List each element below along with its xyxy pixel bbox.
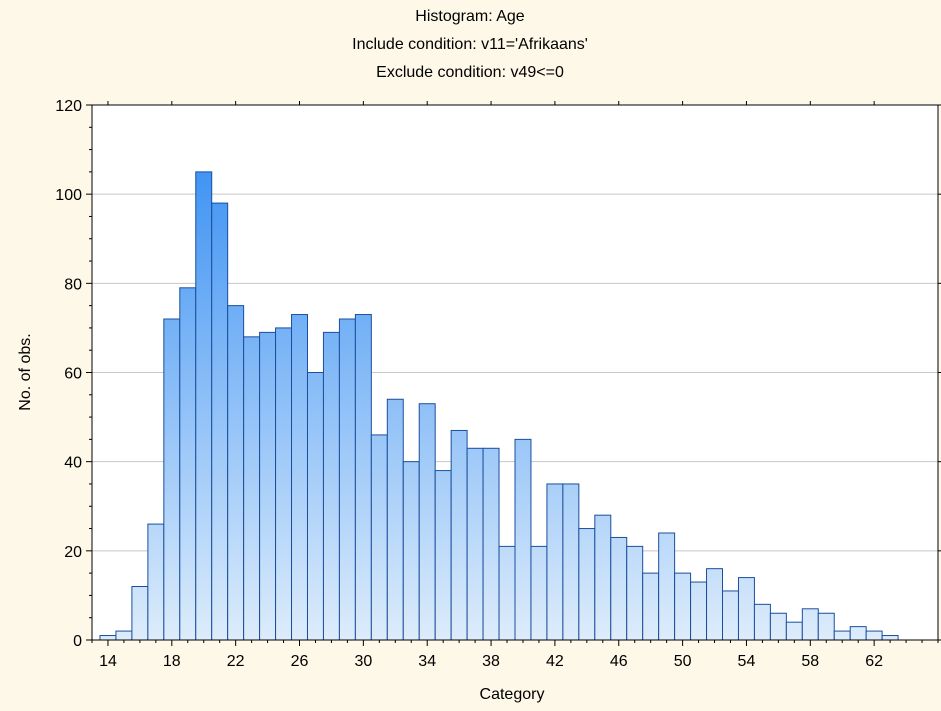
- histogram-bar: [817, 612, 835, 641]
- histogram-bar: [674, 572, 692, 641]
- histogram-bar: [163, 318, 181, 641]
- x-tick-label: 42: [546, 653, 564, 670]
- histogram-bar: [338, 318, 356, 641]
- histogram-bar: [115, 630, 133, 641]
- histogram-bar: [227, 305, 245, 641]
- x-tick-label: 62: [865, 653, 883, 670]
- histogram-bar: [466, 447, 484, 641]
- x-tick-label: 54: [738, 653, 756, 670]
- histogram-bar: [211, 202, 229, 641]
- histogram-bar: [434, 470, 452, 641]
- y-tick-label: 100: [55, 187, 82, 204]
- y-tick-label: 20: [64, 544, 82, 561]
- histogram-bar: [275, 327, 293, 641]
- histogram-bar: [243, 336, 261, 641]
- histogram-bar: [99, 635, 117, 641]
- histogram-bar: [785, 621, 803, 641]
- histogram-bar: [498, 545, 516, 641]
- histogram-bar: [658, 532, 676, 641]
- histogram-bar: [259, 331, 277, 641]
- x-tick-label: 38: [482, 653, 500, 670]
- chart-subtitle-1: Include condition: v11='Afrikaans': [352, 36, 588, 53]
- x-tick-label: 22: [227, 653, 245, 670]
- histogram-bar: [642, 572, 660, 641]
- y-tick-label: 0: [73, 633, 82, 650]
- y-axis: 0 20 40 60 80 100 120: [55, 98, 941, 650]
- histogram-bar: [769, 612, 787, 641]
- histogram-bar: [610, 536, 628, 641]
- histogram-bar: [131, 586, 149, 641]
- histogram-bar: [322, 331, 340, 641]
- x-axis-label: Category: [480, 686, 545, 703]
- chart-subtitle-2: Exclude condition: v49<=0: [376, 64, 564, 81]
- histogram-bar: [546, 483, 564, 641]
- histogram-bar: [306, 372, 324, 641]
- histogram-bar: [626, 545, 644, 641]
- y-tick-label: 60: [64, 366, 82, 383]
- histogram-bar: [849, 626, 867, 641]
- y-tick-label: 120: [55, 98, 82, 115]
- x-axis: 14 18 22 26 30 34 38 42 46 50 54 58 62: [91, 101, 939, 670]
- x-tick-label: 14: [99, 653, 117, 670]
- histogram-bar: [354, 314, 372, 641]
- histogram-bar: [514, 438, 532, 641]
- histogram-bar: [402, 461, 420, 641]
- histogram-bar: [737, 577, 755, 641]
- chart-title: Histogram: Age: [415, 8, 524, 25]
- histogram-bar: [801, 608, 819, 641]
- histogram-bar: [147, 523, 165, 641]
- histogram-bar: [291, 314, 308, 641]
- x-tick-label: 26: [291, 653, 309, 670]
- histogram-bar: [179, 287, 197, 641]
- histogram-bar: [482, 447, 500, 641]
- histogram-bar: [386, 398, 404, 641]
- histogram-bar: [530, 545, 548, 641]
- histogram-bar: [562, 483, 580, 641]
- x-tick-label: 34: [418, 653, 436, 670]
- histogram-bar: [578, 528, 596, 641]
- y-axis-label: No. of obs.: [17, 333, 34, 410]
- y-tick-label: 40: [64, 455, 82, 472]
- histogram-bar: [594, 514, 612, 641]
- x-tick-label: 30: [354, 653, 372, 670]
- histogram-bar: [450, 429, 468, 641]
- histogram-bar: [706, 568, 724, 641]
- bars: [99, 171, 899, 641]
- histogram-bar: [833, 630, 851, 641]
- histogram-bar: [195, 171, 213, 641]
- histogram-bar: [418, 403, 436, 641]
- histogram-bar: [881, 635, 899, 641]
- x-tick-label: 46: [610, 653, 628, 670]
- histogram-bar: [865, 630, 883, 641]
- x-tick-label: 58: [801, 653, 819, 670]
- x-tick-label: 18: [163, 653, 181, 670]
- histogram-bar: [753, 603, 771, 641]
- histogram-bar: [690, 581, 708, 641]
- y-tick-label: 80: [64, 276, 82, 293]
- x-tick-label: 50: [674, 653, 692, 670]
- histogram-bar: [370, 434, 388, 641]
- histogram-bar: [722, 590, 739, 641]
